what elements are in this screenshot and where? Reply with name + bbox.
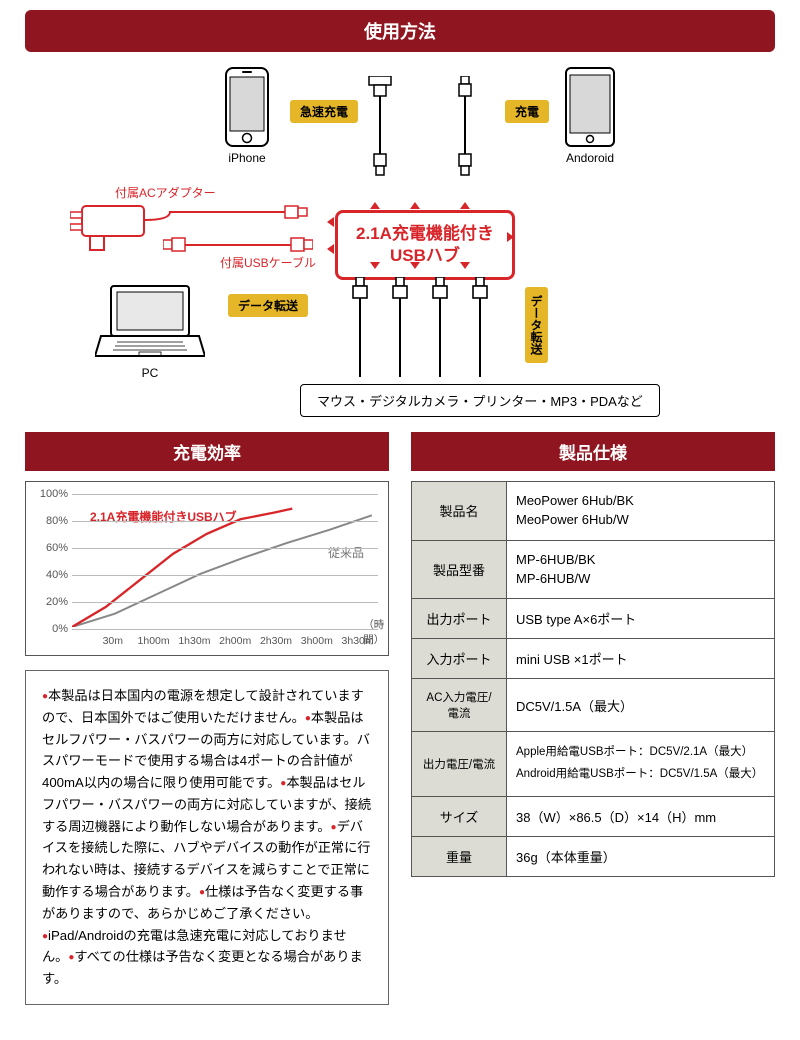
pc-label: PC — [95, 366, 205, 380]
chart-legend-hub: 2.1A充電機能付きUSBハブ — [90, 508, 237, 525]
spec-label: 製品名 — [412, 482, 507, 541]
chart-box: 2.1A充電機能付きUSBハブ 従来品 0% 20% 40% 60% 80% 100% 30… — [25, 481, 389, 656]
hub-arrow-icon — [327, 244, 334, 254]
device-iphone: iPhone — [225, 67, 269, 165]
chart-x-label: 1h00m — [138, 635, 170, 647]
usb-cable-icon — [163, 235, 313, 255]
chart-plot-area: 2.1A充電機能付きUSBハブ 従来品 — [72, 494, 378, 627]
adapter-label: 付属ACアダプター — [115, 184, 216, 201]
spec-row: サイズ38（W）×86.5（D）×14（H）mm — [412, 797, 775, 837]
device-android: Andoroid — [565, 67, 615, 165]
spec-value: MeoPower 6Hub/BKMeoPower 6Hub/W — [507, 482, 775, 541]
usage-header: 使用方法 — [25, 10, 775, 52]
cable-30pin-icon — [365, 76, 395, 176]
cable-microusb-icon — [450, 76, 480, 176]
spec-value: DC5V/1.5A（最大） — [507, 679, 775, 732]
android-label: Andoroid — [565, 151, 615, 165]
hub-arrow-icon — [460, 202, 470, 209]
chart-gridline — [72, 575, 378, 576]
chart-x-label: 2h30m — [260, 635, 292, 647]
hub-arrow-icon — [507, 232, 514, 242]
badge-data-transfer-vertical: データ転送 — [525, 287, 548, 363]
spec-value: 36g（本体重量） — [507, 837, 775, 877]
iphone-label: iPhone — [225, 151, 269, 165]
spec-row: 製品型番MP-6HUB/BKMP-6HUB/W — [412, 540, 775, 599]
chart-x-label: 30m — [103, 635, 123, 647]
badge-fast-charge: 急速充電 — [290, 100, 358, 123]
hub-arrow-icon — [327, 217, 334, 227]
bullet-icon: ● — [42, 931, 48, 942]
chart-y-label: 0% — [32, 623, 68, 635]
chart-gridline — [72, 548, 378, 549]
spec-label: 出力ポート — [412, 599, 507, 639]
bullet-icon: ● — [42, 691, 48, 702]
chart-x-label: 1h30m — [178, 635, 210, 647]
chart-x-label: 2h00m — [219, 635, 251, 647]
spec-row: 出力電圧/電流Apple用給電USBポート：DC5V/2.1A（最大）Andro… — [412, 732, 775, 797]
chart-x-unit: （時間） — [363, 617, 384, 647]
spec-row: 製品名MeoPower 6Hub/BKMeoPower 6Hub/W — [412, 482, 775, 541]
chart-y-label: 20% — [32, 596, 68, 608]
spec-row: 出力ポートUSB type A×6ポート — [412, 599, 775, 639]
chart-header: 充電効率 — [25, 432, 389, 471]
spec-value: 38（W）×86.5（D）×14（H）mm — [507, 797, 775, 837]
hub-arrow-icon — [460, 262, 470, 269]
spec-label: 重量 — [412, 837, 507, 877]
usb-cable-label: 付属USBケーブル — [220, 254, 316, 271]
spec-label: サイズ — [412, 797, 507, 837]
spec-row: 重量36g（本体重量） — [412, 837, 775, 877]
bullet-icon: ● — [280, 778, 286, 789]
notes-box: ●本製品は日本国内の電源を想定して設計されていますので、日本国外ではご使用いただ… — [25, 670, 389, 1005]
hub-arrow-icon — [370, 202, 380, 209]
chart-gridline — [72, 629, 378, 630]
spec-table: 製品名MeoPower 6Hub/BKMeoPower 6Hub/W製品型番MP… — [411, 481, 775, 877]
hub-arrow-icon — [410, 202, 420, 209]
chart-y-label: 40% — [32, 569, 68, 581]
bullet-icon: ● — [68, 952, 74, 963]
spec-label: 製品型番 — [412, 540, 507, 599]
chart-y-label: 60% — [32, 542, 68, 554]
chart-gridline — [72, 494, 378, 495]
chart-legend-old: 従来品 — [328, 544, 364, 561]
laptop-icon — [95, 284, 205, 362]
hub-line1: 2.1A充電機能付き — [356, 223, 494, 245]
spec-row: AC入力電圧/電流DC5V/1.5A（最大） — [412, 679, 775, 732]
spec-value: mini USB ×1ポート — [507, 639, 775, 679]
spec-label: 入力ポート — [412, 639, 507, 679]
usb-plugs-icon — [350, 277, 510, 377]
spec-label: AC入力電圧/電流 — [412, 679, 507, 732]
device-pc: PC — [95, 284, 205, 380]
hub-arrow-icon — [370, 262, 380, 269]
chart-y-label: 80% — [32, 515, 68, 527]
hub-arrow-icon — [410, 262, 420, 269]
spec-label: 出力電圧/電流 — [412, 732, 507, 797]
usage-diagram: iPhone Andoroid 急速充電 充電 付属ACアダプター — [0, 52, 800, 432]
spec-value: USB type A×6ポート — [507, 599, 775, 639]
chart-gridline — [72, 602, 378, 603]
bullet-icon: ● — [331, 822, 337, 833]
spec-value: Apple用給電USBポート：DC5V/2.1A（最大）Android用給電US… — [507, 732, 775, 797]
spec-header: 製品仕様 — [411, 432, 775, 471]
chart-x-label: 3h00m — [301, 635, 333, 647]
chart-y-label: 100% — [32, 488, 68, 500]
spec-value: MP-6HUB/BKMP-6HUB/W — [507, 540, 775, 599]
badge-data-transfer: データ転送 — [228, 294, 308, 317]
android-icon — [565, 67, 615, 147]
peripherals-box: マウス・デジタルカメラ・プリンター・MP3・PDAなど — [300, 384, 660, 417]
hub-box: 2.1A充電機能付き USBハブ — [335, 210, 515, 280]
iphone-icon — [225, 67, 269, 147]
chart-gridline — [72, 521, 378, 522]
spec-row: 入力ポートmini USB ×1ポート — [412, 639, 775, 679]
bullet-icon: ● — [305, 713, 311, 724]
badge-charge: 充電 — [505, 100, 549, 123]
bullet-icon: ● — [199, 887, 205, 898]
